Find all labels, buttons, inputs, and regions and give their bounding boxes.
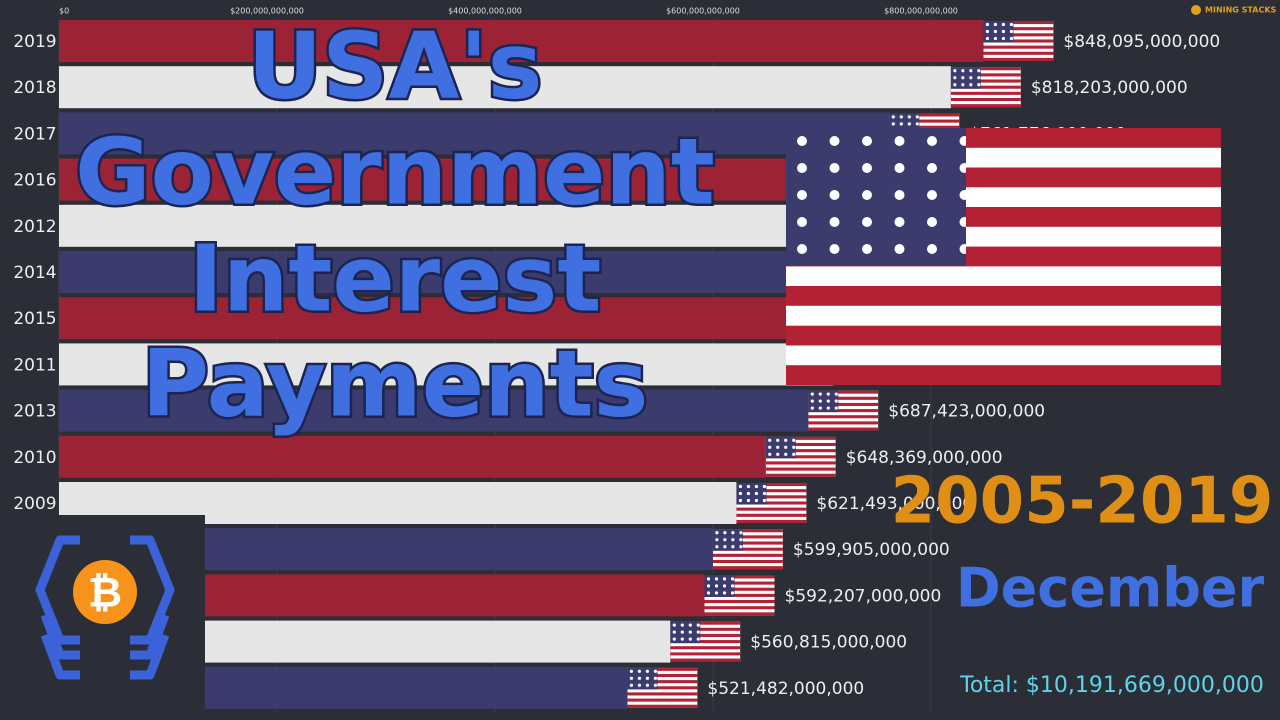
y-tick-label: 2012: [13, 217, 56, 237]
brand-icon: [1191, 5, 1201, 15]
bar: [59, 112, 890, 155]
y-tick-label: 2010: [13, 448, 56, 468]
title-line: Payments: [142, 330, 649, 437]
y-tick-label: 2016: [13, 171, 56, 191]
month: December: [956, 557, 1265, 620]
bar: [59, 343, 833, 386]
bar: [59, 158, 877, 201]
y-tick-label: 2017: [13, 124, 56, 144]
y-tick-label: 2018: [13, 78, 56, 98]
flag-icon: [983, 21, 1054, 61]
bar: [59, 435, 766, 478]
value-label: $560,815,000,000: [750, 633, 907, 653]
flag-icon: [736, 483, 807, 523]
value-label: $687,423,000,000: [888, 402, 1045, 422]
svg-text:₿: ₿: [88, 568, 122, 617]
flag-icon: [627, 667, 698, 708]
flag-icon: [808, 390, 879, 431]
value-label: $599,905,000,000: [793, 540, 950, 560]
flag-icon: [950, 67, 1021, 108]
x-tick-label: $800,000,000,000: [884, 7, 958, 16]
title-line: USA's: [247, 12, 542, 119]
y-tick-label: 2015: [13, 309, 56, 329]
value-label: $621,493,000,000: [816, 494, 973, 514]
total: Total: $10,191,669,000,000: [959, 673, 1264, 698]
x-tick-label: $200,000,000,000: [230, 7, 304, 16]
bar: [59, 389, 809, 432]
big-flag: [786, 128, 1221, 385]
title-line: Interest: [189, 225, 602, 332]
y-tick-label: 2009: [13, 494, 56, 514]
bar: [59, 20, 984, 62]
bar: [59, 66, 951, 109]
flag-icon: [765, 436, 836, 477]
y-tick-label: 2014: [13, 263, 56, 283]
logo: ₿: [0, 515, 205, 720]
flag-icon: [704, 575, 775, 616]
bar: [59, 204, 866, 247]
bars: $848,095,000,000 2019 $818,203,000,000 2018…: [13, 20, 1220, 709]
bar: [59, 297, 844, 340]
x-tick-label: $400,000,000,000: [448, 7, 522, 16]
x-tick-label: $0: [59, 7, 69, 16]
y-tick-label: 2019: [13, 32, 56, 52]
x-tick-label: $600,000,000,000: [666, 7, 740, 16]
y-tick-label: 2011: [13, 355, 56, 375]
value-label: $592,207,000,000: [785, 586, 942, 606]
period: 2005-2019: [891, 465, 1274, 539]
flag-icon: [670, 621, 741, 662]
title-line: Government: [75, 118, 715, 225]
value-label: $848,095,000,000: [1063, 32, 1220, 52]
value-label: $521,482,000,000: [707, 679, 864, 699]
bar: [59, 251, 855, 293]
y-tick-label: 2013: [13, 402, 56, 422]
value-label: $648,369,000,000: [846, 448, 1003, 468]
flag-icon: [712, 529, 783, 570]
brand: MINING STACKS: [1205, 6, 1277, 15]
value-label: $818,203,000,000: [1031, 78, 1188, 98]
